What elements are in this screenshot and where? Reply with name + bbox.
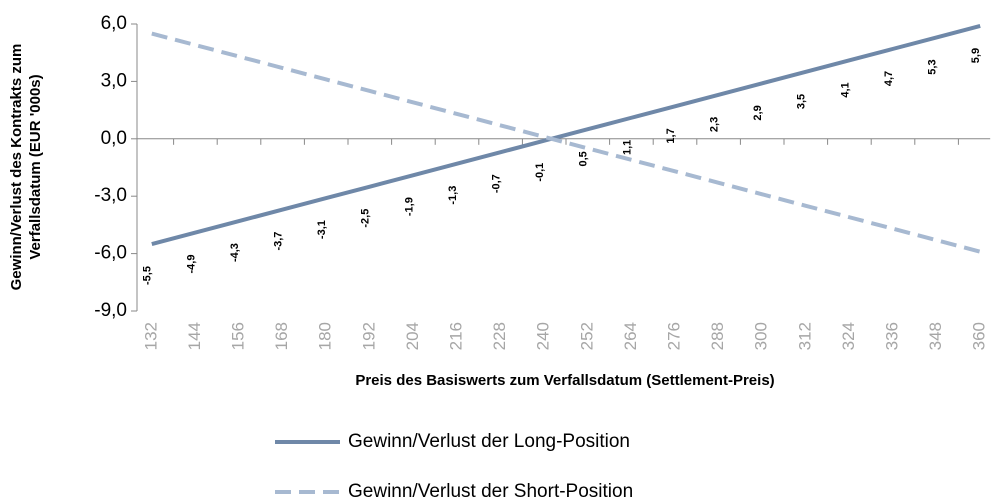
x-tick-label: 156 [228,322,247,350]
data-label: -0,1 [534,163,546,182]
y-axis-title: Gewinn/Verlust des Kontrakts zum [8,44,25,291]
x-tick-label: 360 [970,322,989,350]
y-tick-label: 0,0 [101,128,127,149]
y-tick-label: 6,0 [101,13,127,34]
x-tick-label: 276 [664,322,683,350]
x-tick-label: 132 [141,322,160,350]
x-tick-label: 180 [316,322,335,350]
data-label: -0,7 [491,174,503,193]
series-line [151,23,981,246]
data-label: 0,5 [578,151,590,166]
x-tick-label: 204 [403,322,422,350]
x-tick-label: 348 [926,322,945,350]
x-tick-label: 312 [795,322,814,350]
x-tick-label: 216 [446,322,465,350]
x-tick-label: 264 [621,322,640,350]
x-tick-label: 168 [272,322,291,350]
x-tick-label: 300 [752,322,771,350]
data-label: -1,3 [447,186,459,205]
data-label: -1,9 [403,197,415,216]
y-tick-label: -6,0 [94,243,127,264]
x-tick-label: 252 [577,322,596,350]
x-axis-title: Preis des Basiswerts zum Verfallsdatum (… [355,372,774,389]
data-label: -3,1 [316,220,328,239]
data-label: -2,5 [360,209,372,228]
data-label: -5,5 [142,266,154,285]
legend-label: Gewinn/Verlust der Short-Position [348,481,633,502]
y-tick-label: -3,0 [94,185,127,206]
data-label: 5,3 [927,59,939,74]
legend-label: Gewinn/Verlust der Long-Position [348,431,630,452]
data-label: 4,1 [839,82,851,97]
data-label: 1,7 [665,128,677,143]
data-label: 3,5 [796,94,808,109]
x-tick-label: 240 [534,322,553,350]
x-tick-label: 336 [882,322,901,350]
data-label: 5,9 [970,48,982,63]
x-tick-label: 144 [185,322,204,350]
x-tick-label: 288 [708,322,727,350]
y-tick-label: 3,0 [101,70,127,91]
data-label: 1,1 [621,140,633,155]
y-tick-label: -9,0 [94,300,127,321]
data-label: 4,7 [883,71,895,86]
data-label: 2,9 [752,105,764,120]
data-label: 2,3 [709,117,721,132]
y-axis-title: Verfallsdatum (EUR '000s) [27,74,44,259]
x-tick-label: 192 [359,322,378,350]
x-tick-label: 228 [490,322,509,350]
x-tick-label: 324 [839,322,858,350]
data-label: -3,7 [273,232,285,251]
data-label: -4,9 [185,255,197,274]
data-label: -4,3 [229,243,241,262]
